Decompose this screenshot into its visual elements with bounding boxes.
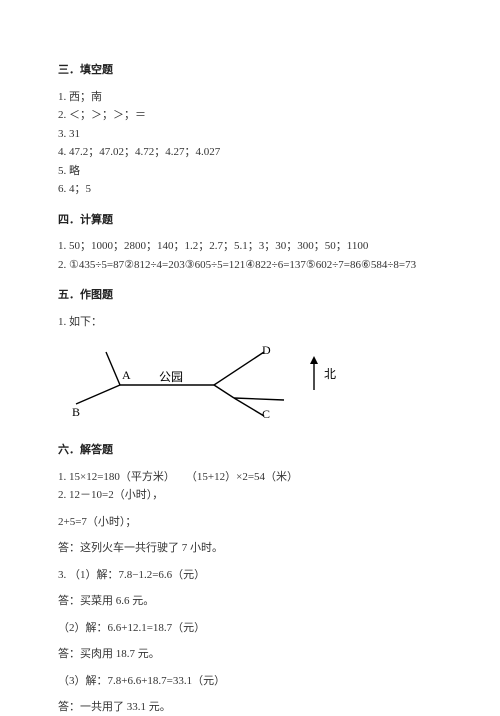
svg-text:D: D (262, 343, 271, 357)
s4-line-2: 2. ①435÷5=87②812÷4=203③605÷5=121④822÷6=1… (58, 257, 442, 274)
section-5-heading: 五．作图题 (58, 287, 442, 304)
s3-line-1: 1. 西；南 (58, 89, 442, 106)
section-3-heading: 三．填空题 (58, 62, 442, 79)
s6-line-8: 3. （1）解：7.8−1.2=6.6（元） (58, 567, 442, 584)
section-5-content: 1. 如下： A B C D 公园 北 (58, 314, 442, 429)
section-6-content: 1. 15×12=180（平方米） （15+12）×2=54（米） 2. 12－… (58, 469, 442, 716)
svg-text:C: C (262, 407, 270, 421)
svg-text:公园: 公园 (159, 370, 183, 384)
s6-line-10: 答：买菜用 6.6 元。 (58, 593, 442, 610)
svg-text:A: A (122, 368, 131, 382)
section-4-heading: 四．计算题 (58, 212, 442, 229)
s6-line-2: 2. 12－10=2（小时）， (58, 487, 442, 504)
svg-text:北: 北 (324, 367, 336, 381)
section-3-content: 1. 西；南 2. ＜；＞；＞；＝ 3. 31 4. 47.2；47.02；4.… (58, 89, 442, 198)
s3-line-5: 5. 略 (58, 163, 442, 180)
s3-line-4: 4. 47.2；47.02；4.72；4.27；4.027 (58, 144, 442, 161)
s3-line-6: 6. 4；5 (58, 181, 442, 198)
s6-line-6: 答：这列火车一共行驶了 7 小时。 (58, 540, 442, 557)
section-6-heading: 六．解答题 (58, 442, 442, 459)
svg-text:B: B (72, 405, 80, 419)
s5-line-1: 1. 如下： (58, 314, 442, 331)
s3-line-2: 2. ＜；＞；＞；＝ (58, 107, 442, 124)
s6-line-14: 答：买肉用 18.7 元。 (58, 646, 442, 663)
s6-line-16: （3）解：7.8+6.6+18.7=33.1（元） (58, 673, 442, 690)
s4-line-1: 1. 50；1000；2800；140；1.2；2.7；5.1；3；30；300… (58, 238, 442, 255)
s6-line-4: 2+5=7（小时）； (58, 514, 442, 531)
s3-line-3: 3. 31 (58, 126, 442, 143)
park-diagram: A B C D 公园 北 (58, 338, 442, 428)
section-4-content: 1. 50；1000；2800；140；1.2；2.7；5.1；3；30；300… (58, 238, 442, 273)
s6-line-12: （2）解：6.6+12.1=18.7（元） (58, 620, 442, 637)
s6-line-18: 答：一共用了 33.1 元。 (58, 699, 442, 716)
s6-line-1: 1. 15×12=180（平方米） （15+12）×2=54（米） (58, 469, 442, 486)
